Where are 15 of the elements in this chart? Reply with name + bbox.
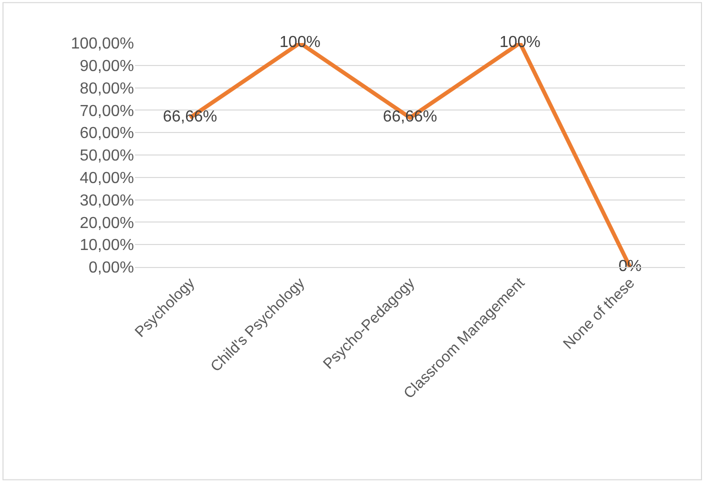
data-label: 100% [500,34,540,51]
y-tick-label: 80,00% [80,80,134,98]
y-tick-label: 100,00% [70,36,134,53]
y-tick-label: 90,00% [80,58,134,75]
y-tick-label: 70,00% [80,102,134,120]
y-tick-label: 0,00% [88,260,134,277]
y-tick-label: 50,00% [80,148,134,165]
y-tick-label: 20,00% [80,214,134,232]
y-tick-label: 60,00% [80,125,134,142]
y-tick-label: 30,00% [80,192,134,210]
data-label: 66,66% [162,108,218,126]
data-label: 66,66% [382,108,438,126]
y-tick-label: 40,00% [80,170,134,187]
data-label: 100% [280,34,320,51]
y-tick-label: 10,00% [80,237,134,254]
